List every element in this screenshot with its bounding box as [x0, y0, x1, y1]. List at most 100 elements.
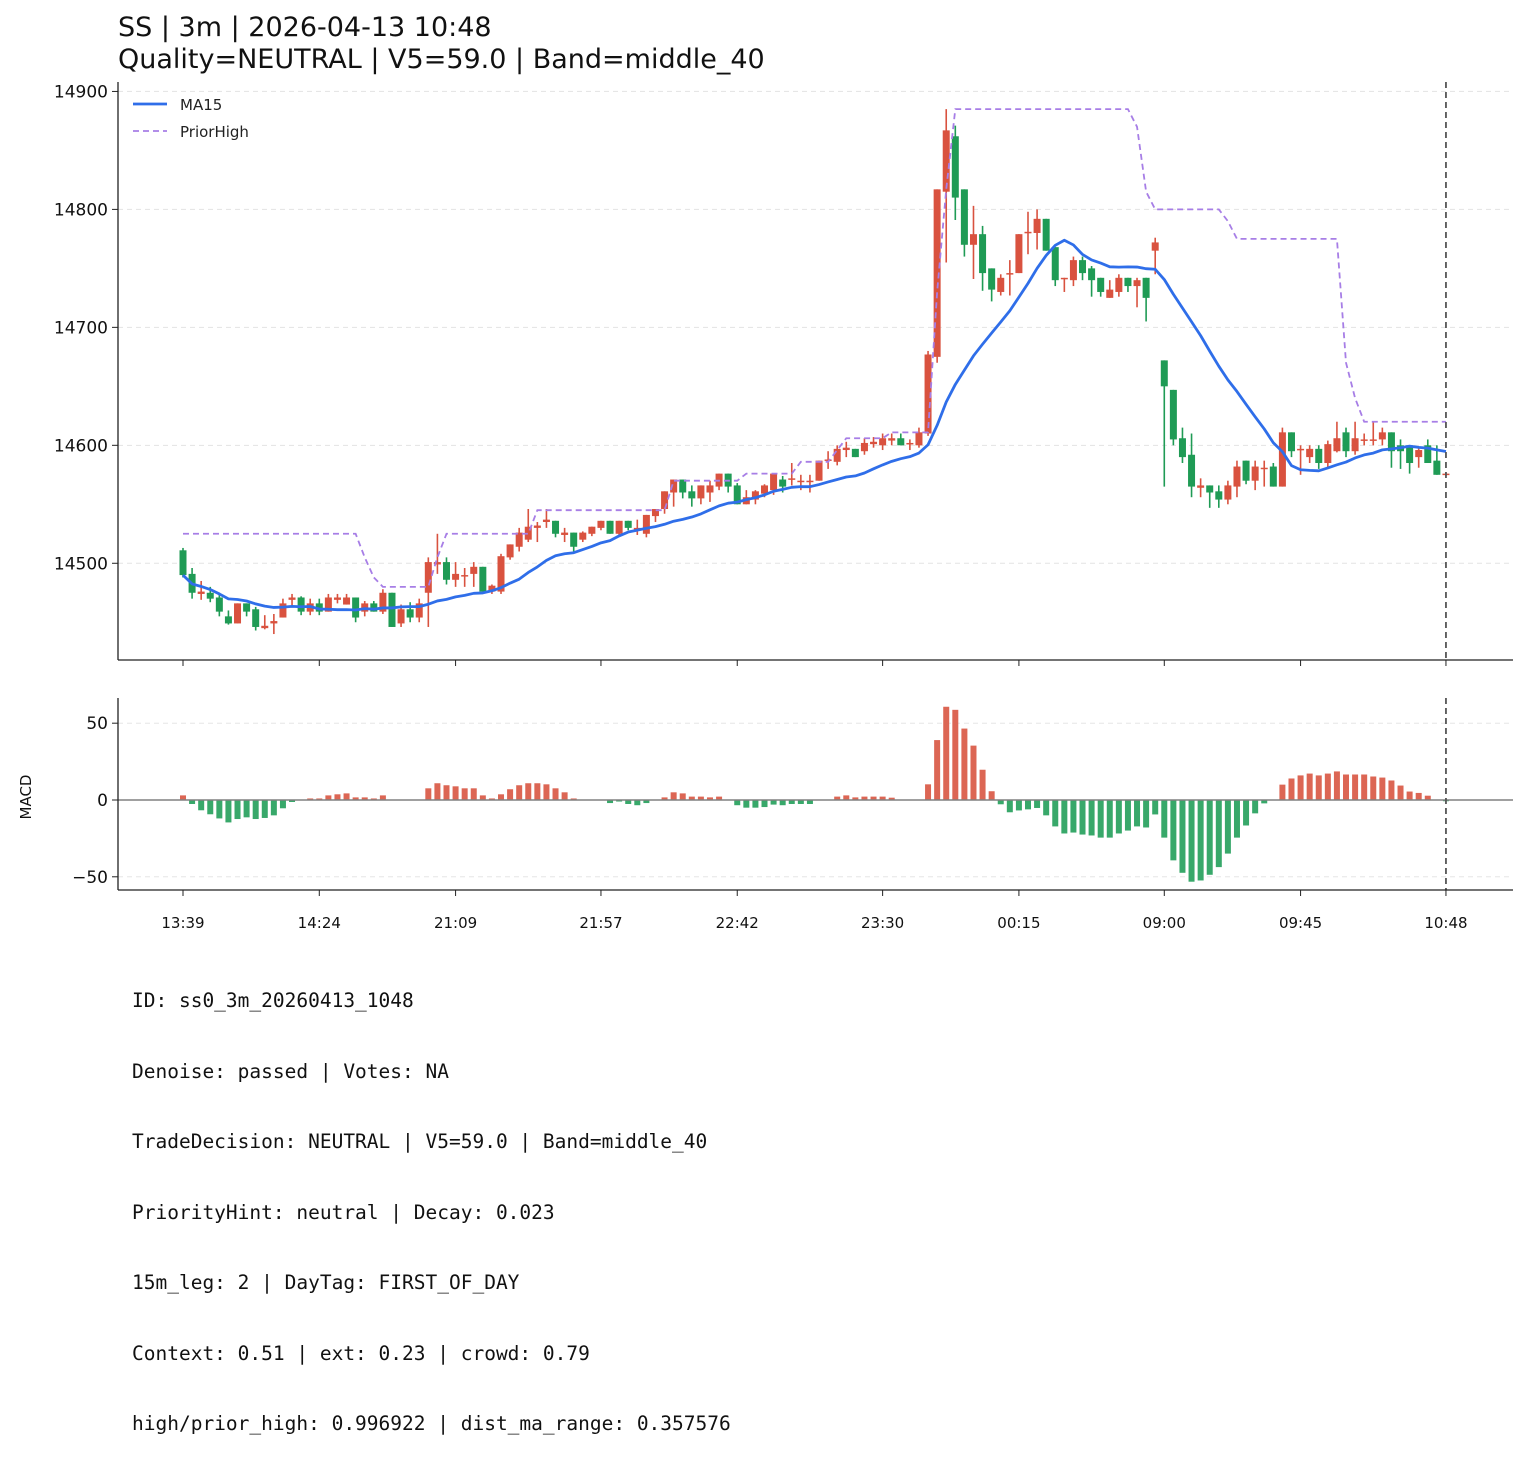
candle-body	[1206, 485, 1214, 493]
candle	[1251, 460, 1259, 491]
macd-bar	[670, 792, 677, 800]
macd-bar	[216, 799, 223, 819]
candle-body	[1333, 438, 1341, 452]
candle-body	[1178, 438, 1186, 458]
x-tick-label: 00:15	[997, 914, 1040, 932]
candle	[488, 584, 496, 594]
candle-body	[1269, 466, 1277, 487]
candle-body	[951, 136, 959, 198]
macd-bar	[843, 795, 850, 800]
candle-body	[197, 591, 205, 594]
macd-bar	[307, 798, 314, 800]
macd-bar	[352, 797, 359, 800]
candle	[715, 473, 723, 491]
candle-body	[1051, 247, 1059, 281]
legend-prior-high-label: PriorHigh	[180, 123, 249, 141]
candle	[1069, 256, 1077, 287]
candle	[343, 593, 351, 605]
macd-bar	[1115, 799, 1122, 834]
candle-body	[1233, 466, 1241, 487]
macd-bar	[788, 799, 795, 804]
candle	[1160, 360, 1168, 487]
candle	[679, 479, 687, 499]
macd-bar	[207, 799, 214, 815]
candle	[624, 520, 632, 531]
candle-body	[960, 189, 968, 245]
candle-body	[442, 562, 450, 580]
candle	[661, 491, 669, 514]
candle	[270, 613, 278, 635]
macd-bar	[1024, 799, 1031, 810]
macd-bar	[1243, 799, 1250, 826]
candle	[1060, 277, 1068, 292]
macd-bar	[1197, 799, 1204, 881]
candle	[851, 448, 859, 458]
candle	[1115, 274, 1123, 297]
candle	[261, 615, 269, 630]
x-tick-label: 21:09	[434, 914, 477, 932]
macd-bar	[279, 799, 286, 809]
candle	[888, 433, 896, 446]
macd-bar	[561, 792, 568, 800]
candle-body	[1060, 277, 1068, 280]
candle	[179, 547, 187, 578]
candle-body	[279, 603, 287, 618]
macd-bar	[1324, 773, 1331, 800]
candle	[606, 520, 614, 534]
macd-bar	[1406, 791, 1413, 800]
candle	[1378, 427, 1386, 446]
macd-bar	[1124, 799, 1131, 831]
candle-body	[324, 597, 332, 612]
candle-body	[1033, 218, 1041, 233]
candle-body	[179, 550, 187, 576]
candle-body	[288, 597, 296, 600]
chart: 14500 14600 14700 14800 14900 MA15 PriorHigh −…	[17, 82, 1513, 932]
macd-bar	[1352, 774, 1359, 800]
macd-bar	[234, 799, 241, 820]
candle-body	[1151, 242, 1159, 251]
macd-bar	[452, 786, 459, 800]
candle-body	[552, 520, 560, 534]
macd-bar	[1152, 799, 1159, 815]
candle	[915, 427, 923, 448]
candle-body	[533, 525, 541, 528]
candle	[1342, 427, 1350, 458]
macd-bar	[861, 796, 868, 800]
candle	[533, 521, 541, 543]
candle-body	[1315, 448, 1323, 464]
macd-bar	[697, 796, 704, 800]
macd-bar	[961, 728, 968, 800]
candle	[415, 598, 423, 623]
candle	[1033, 209, 1041, 250]
candle-body	[924, 354, 932, 434]
candle	[924, 350, 932, 436]
candle-body	[206, 592, 214, 599]
candle-body	[806, 480, 814, 483]
candle	[506, 544, 514, 560]
candle	[315, 598, 323, 616]
macd-bar	[870, 796, 877, 800]
candle-body	[1260, 467, 1268, 470]
macd-bar	[479, 795, 486, 800]
candle-body	[1215, 491, 1223, 500]
macd-bar	[361, 797, 368, 800]
candle-body	[933, 189, 941, 357]
candle	[724, 473, 732, 493]
x-tick-label: 14:24	[298, 914, 341, 932]
macd-panel: −50 0 50 13:39 14:24 21:09 21:57 22:42 23:30 00:1…	[17, 698, 1513, 932]
candle-body	[433, 562, 441, 565]
candle-body	[379, 592, 387, 612]
candle-body	[679, 479, 687, 493]
candle	[879, 433, 887, 451]
candle	[197, 580, 205, 600]
y-tick-label: 14800	[54, 200, 108, 220]
candle	[988, 268, 996, 302]
candle	[870, 437, 878, 448]
candle-body	[1142, 277, 1150, 298]
candle	[1397, 439, 1405, 469]
candle-body	[561, 532, 569, 535]
candle	[224, 610, 232, 625]
macd-bar	[225, 799, 232, 823]
macd-bar	[316, 798, 323, 800]
candle	[597, 520, 605, 531]
